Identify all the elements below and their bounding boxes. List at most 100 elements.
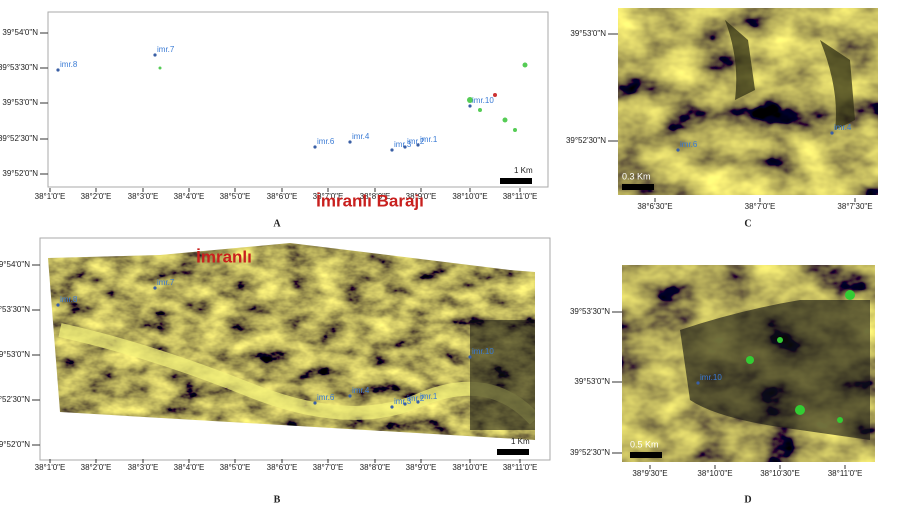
point-label: imr.4	[834, 123, 852, 132]
point-label: imr.10	[700, 373, 722, 382]
scale-bar	[622, 184, 654, 190]
sample-point	[468, 355, 472, 359]
lon-label: 38°5'0"E	[220, 192, 251, 201]
sample-point	[348, 394, 352, 398]
lat-label: 39°53'30"N	[570, 307, 610, 316]
scale-label: 1 Km	[514, 166, 533, 175]
panel-b-image	[48, 243, 535, 440]
lat-label: 39°53'30"N	[0, 63, 38, 72]
scale-label: 0.3 Km	[622, 171, 651, 181]
point-label: imr.6	[680, 140, 698, 149]
lon-label: 38°5'0"E	[220, 463, 251, 472]
lon-label: 38°10'30"E	[760, 469, 800, 478]
lon-label: 38°11'0"E	[503, 192, 538, 201]
sample-point	[390, 405, 394, 409]
sample-point	[676, 148, 680, 152]
lon-label: 38°8'0"E	[360, 463, 391, 472]
dam-annotation: İmranlı Barajı	[316, 191, 424, 210]
point-label: imr.3	[394, 140, 412, 149]
lon-label: 38°4'0"E	[174, 463, 205, 472]
panel-a-frame	[47, 11, 549, 188]
lat-label: 39°53'0"N	[570, 29, 606, 38]
point-label: imr.3	[394, 397, 412, 406]
panel-d-green	[746, 290, 855, 423]
point-label: imr.6	[317, 137, 335, 146]
lon-label: 38°9'0"E	[406, 463, 437, 472]
lon-label: 38°7'0"E	[313, 463, 344, 472]
scale-bar	[630, 452, 662, 458]
lon-label: 38°10'0"E	[452, 463, 487, 472]
lat-label: 39°52'30"N	[570, 448, 610, 457]
sample-point	[348, 140, 352, 144]
town-annotation: İmranlı	[196, 247, 252, 266]
point-label: imr.8	[60, 295, 78, 304]
point-label: imr.1	[420, 135, 438, 144]
panel-label: B	[274, 494, 281, 505]
panel-d-dark	[680, 300, 870, 440]
sample-point	[403, 402, 407, 406]
point-label: imr.4	[352, 132, 370, 141]
lat-label: 39°53'30"N	[0, 305, 30, 314]
sample-point	[390, 148, 394, 152]
sample-point	[403, 145, 407, 149]
sample-point	[313, 401, 317, 405]
lat-label: 39°53'0"N	[574, 377, 610, 386]
lat-label: 39°52'30"N	[566, 136, 606, 145]
lon-label: 38°1'0"E	[35, 463, 66, 472]
lat-label: 39°52'30"N	[0, 395, 30, 404]
lon-label: 38°11'0"E	[503, 463, 538, 472]
lon-label: 38°7'30"E	[837, 202, 872, 211]
sample-point	[56, 68, 60, 72]
lat-label: 39°52'0"N	[2, 169, 38, 178]
lon-label: 38°3'0"E	[128, 463, 159, 472]
point-label: imr.2	[407, 394, 425, 403]
panel-label: D	[744, 494, 751, 505]
lon-label: 38°9'30"E	[632, 469, 667, 478]
lon-label: 38°1'0"E	[35, 192, 66, 201]
sample-point	[153, 53, 157, 57]
lat-label: 39°54'0"N	[0, 260, 30, 269]
point-label: imr.10	[472, 347, 494, 356]
point-label: imr.4	[352, 386, 370, 395]
lat-label: 39°54'0"N	[2, 28, 38, 37]
point-label: imr.6	[317, 393, 335, 402]
scale-label: 1 Km	[511, 437, 530, 446]
scale-bar	[497, 449, 529, 455]
point-label: imr.1	[420, 392, 438, 401]
sample-point	[313, 145, 317, 149]
point-label: imr.7	[157, 45, 175, 54]
lon-label: 38°11'0"E	[828, 469, 863, 478]
lon-label: 38°10'0"E	[697, 469, 732, 478]
lon-label: 38°6'0"E	[267, 192, 298, 201]
lon-label: 38°8'0"E	[360, 192, 391, 201]
panel-c-dark	[725, 20, 855, 130]
sample-point	[153, 286, 157, 290]
lat-label: 39°52'0"N	[0, 440, 30, 449]
scale-label: 0.5 Km	[630, 439, 659, 449]
lon-label: 38°10'0"E	[452, 192, 487, 201]
lon-label: 38°6'30"E	[637, 202, 672, 211]
lon-label: 38°3'0"E	[128, 192, 159, 201]
sample-point	[416, 143, 420, 147]
point-label: imr.10	[472, 96, 494, 105]
lon-label: 38°4'0"E	[174, 192, 205, 201]
lat-label: 39°52'30"N	[0, 134, 38, 143]
point-label: imr.7	[157, 278, 175, 287]
sample-point	[56, 303, 60, 307]
scale-bar	[500, 178, 532, 184]
sample-point	[696, 381, 700, 385]
lat-label: 39°53'0"N	[0, 350, 30, 359]
point-label: imr.2	[407, 137, 425, 146]
point-label: imr.8	[60, 60, 78, 69]
lon-label: 38°7'0"E	[745, 202, 776, 211]
panel-c-image	[617, 7, 879, 196]
lat-label: 39°53'0"N	[2, 98, 38, 107]
panel-label: C	[744, 218, 751, 229]
lon-label: 38°2'0"E	[81, 192, 112, 201]
sample-point	[468, 104, 472, 108]
lon-label: 38°6'0"E	[267, 463, 298, 472]
panel-a-features	[158, 62, 528, 132]
lon-label: 38°9'0"E	[406, 192, 437, 201]
lon-label: 38°2'0"E	[81, 463, 112, 472]
